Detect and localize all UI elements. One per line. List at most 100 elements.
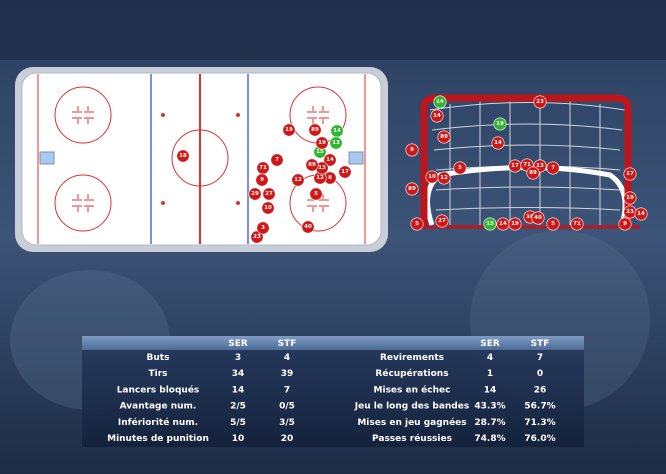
stat-label: Buts [147, 353, 170, 363]
shot-number: 9 [410, 147, 414, 153]
shot-marker [526, 166, 540, 180]
shot-number: 27 [438, 218, 446, 224]
shot-number: 71 [523, 162, 531, 168]
shot-number: 14 [436, 99, 444, 105]
circle-shape [236, 113, 240, 117]
rect-shape [21, 72, 382, 246]
shot-number: 40 [534, 215, 542, 221]
stat-value: 0/5 [279, 402, 295, 412]
shot-number: 89 [311, 127, 319, 133]
stat-value: 4 [284, 353, 290, 363]
shot-number: 13 [318, 165, 326, 171]
shot-number: 23 [536, 99, 544, 105]
shot-number: 29 [251, 191, 259, 197]
circle-shape [236, 201, 240, 205]
rect-shape [0, 0, 666, 60]
shot-marker [435, 214, 449, 228]
stat-value: 76.0% [524, 434, 555, 444]
shot-number: 12 [316, 175, 324, 181]
shot-number: 23 [626, 209, 634, 215]
shot-marker [433, 95, 447, 109]
shot-marker [255, 173, 269, 187]
rect-shape [348, 151, 364, 165]
stat-label: Mises en échec [374, 384, 451, 395]
stat-label: Passes réussies [372, 433, 452, 444]
stat-value: 3 [235, 353, 241, 363]
stat-label: Récupérations [375, 368, 448, 379]
stat-value: 5/5 [230, 418, 246, 428]
shot-number: 19 [626, 195, 634, 201]
circle-shape [171, 129, 229, 187]
shot-number: 5 [314, 191, 318, 197]
shot-marker [618, 217, 632, 231]
shot-number: 13 [536, 163, 544, 169]
shot-number: 14 [499, 221, 507, 227]
shot-number: 17 [511, 163, 519, 169]
stat-value: 1 [487, 369, 493, 379]
shot-number: 19 [511, 221, 519, 227]
stat-value: 7 [284, 385, 290, 395]
shot-number: 8 [328, 175, 332, 181]
rect-shape [39, 151, 55, 165]
shot-marker [546, 217, 560, 231]
shot-number: 10 [428, 174, 436, 180]
shot-marker [493, 117, 507, 131]
stat-label: Lancers bloqués [117, 384, 200, 395]
shot-number: 3 [261, 225, 265, 231]
shot-number: 19 [318, 140, 326, 146]
stat-label: Minutes de punition [107, 434, 209, 444]
stat-label: Revirements [380, 353, 444, 363]
shot-number: 89 [529, 170, 537, 176]
shot-marker [437, 130, 451, 144]
circle-shape [54, 86, 112, 144]
shot-number: 5 [415, 221, 419, 227]
shot-marker [261, 201, 275, 215]
shot-marker [250, 230, 264, 244]
shot-marker [315, 136, 329, 150]
stat-value: 43.3% [474, 402, 505, 412]
circle-shape [161, 201, 165, 205]
shot-number: 14 [494, 140, 502, 146]
shot-number: 19 [496, 121, 504, 127]
shot-marker [305, 158, 319, 172]
shot-number: 89 [440, 134, 448, 140]
shot-marker [410, 217, 424, 231]
shot-number: 5 [551, 221, 555, 227]
shot-marker [634, 207, 648, 221]
shot-number: 12 [440, 175, 448, 181]
stat-value: 4 [487, 353, 493, 363]
column-header: SER [228, 339, 248, 349]
shot-number: 17 [626, 171, 634, 177]
column-header: STF [278, 339, 297, 349]
stat-label: Avantage num. [120, 402, 197, 412]
shot-marker [309, 187, 323, 201]
shot-number: 9 [260, 177, 264, 183]
shot-marker [491, 136, 505, 150]
rect-shape [82, 350, 584, 447]
stat-value: 20 [281, 434, 294, 444]
shot-number: 14 [326, 157, 334, 163]
shot-marker [483, 217, 497, 231]
shot-marker [405, 143, 419, 157]
shot-number: 7 [275, 157, 279, 163]
stat-value: 34 [232, 369, 245, 379]
stat-value: 14 [232, 385, 245, 395]
shot-number: 15 [486, 221, 494, 227]
shot-number: 5 [458, 165, 462, 171]
shot-marker [329, 136, 343, 150]
shot-number: 89 [308, 162, 316, 168]
stat-value: 0 [537, 369, 543, 379]
shot-number: 18 [179, 153, 187, 159]
shot-marker [531, 211, 545, 225]
shot-marker [508, 217, 522, 231]
column-header: SER [480, 339, 500, 349]
shot-number: 19 [285, 127, 293, 133]
shot-marker [262, 187, 276, 201]
stat-label: Mises en jeu gagnées [357, 417, 466, 428]
stat-value: 14 [484, 385, 497, 395]
shot-marker [256, 221, 270, 235]
shot-number: 7 [551, 165, 555, 171]
shot-marker [533, 95, 547, 109]
shot-number: 13 [332, 140, 340, 146]
stat-value: 56.7% [524, 402, 555, 412]
